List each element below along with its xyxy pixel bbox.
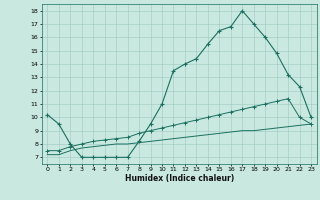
X-axis label: Humidex (Indice chaleur): Humidex (Indice chaleur) (124, 174, 234, 183)
